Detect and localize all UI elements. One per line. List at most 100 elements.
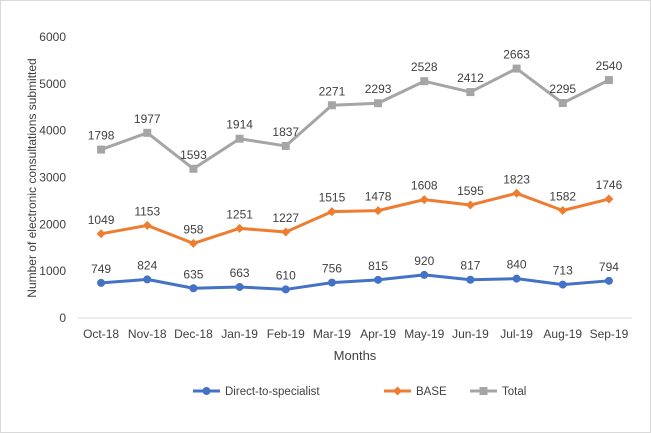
direct-to-specialist-data-label: 749 [91,262,111,276]
direct-to-specialist-point [558,280,567,289]
y-tick-label: 6000 [39,30,66,44]
x-axis-title: Months [334,348,377,363]
base-data-label: 1595 [457,184,484,198]
base-point [604,194,614,204]
base-data-label: 1823 [503,172,530,186]
legend-item-total: Total [470,386,526,398]
base-point [327,207,337,217]
base-data-label: 1582 [549,190,576,204]
direct-to-specialist-data-label: 663 [230,266,250,280]
legend-item-base: BASE [384,386,447,398]
base-point [373,206,383,216]
x-tick-label: Jul-19 [500,327,533,341]
total-point [327,101,336,110]
total-point [374,99,383,108]
base-point [419,195,429,205]
base-data-label: 1227 [272,211,299,225]
legend-swatch-marker [202,387,211,395]
x-tick-label: May-19 [404,327,444,341]
legend-swatch-marker [479,387,488,395]
y-tick-label: 2000 [39,217,66,231]
y-tick-label: 1000 [39,264,66,278]
direct-to-specialist-point [189,284,198,293]
total-point [143,128,152,137]
total-point [189,164,198,173]
direct-to-specialist-point [512,274,521,283]
total-point [604,76,613,85]
legend: Direct-to-specialist BASE Total [193,386,526,398]
total-point [512,64,521,73]
total-data-label: 2293 [365,82,392,96]
series-direct-to-specialist [97,270,613,294]
legend-label: BASE [416,386,447,398]
total-data-label: 2295 [549,82,576,96]
y-tick-label: 3000 [39,171,66,185]
direct-to-specialist-data-label: 794 [599,260,619,274]
y-tick-label: 0 [59,311,66,325]
base-point [142,220,152,230]
total-point [420,77,429,86]
direct-to-specialist-data-label: 817 [460,259,480,273]
x-tick-label: Oct-18 [83,327,119,341]
series-lines [96,64,614,294]
total-point [558,99,567,108]
total-data-label: 1593 [180,148,207,162]
x-tick-label: Jun-19 [452,327,489,341]
direct-to-specialist-line [99,273,611,291]
direct-to-specialist-data-label: 610 [276,268,296,282]
direct-to-specialist-data-label: 824 [137,258,157,272]
axes: 0 1000 2000 3000 4000 5000 6000 Oct-18 Nov-18 Dec… [39,30,632,341]
total-point [97,145,106,154]
total-data-label: 1798 [88,129,115,143]
x-tick-label: Mar-19 [313,327,351,341]
direct-to-specialist-data-label: 635 [183,267,203,281]
base-data-label: 1049 [88,213,115,227]
direct-to-specialist-point [143,275,152,284]
x-tick-label: Aug-19 [543,327,582,341]
direct-to-specialist-data-label: 920 [414,254,434,268]
direct-to-specialist-point [235,282,244,291]
total-point [235,134,244,143]
total-data-label: 1977 [134,112,161,126]
legend-swatch-marker [393,386,402,396]
base-data-label: 1515 [319,191,346,205]
total-data-label: 2663 [503,48,530,62]
legend-label: Total [502,386,526,398]
base-data-label: 1608 [411,179,438,193]
direct-to-specialist-point [281,285,290,294]
base-point [558,206,568,216]
x-tick-label: Feb-19 [267,327,305,341]
y-axis-title: Number of electronic consultations submi… [25,58,39,297]
total-data-label: 1914 [226,118,253,132]
x-tick-label: Nov-18 [128,327,167,341]
data-labels: 749 824 635 663 610 756 815 920 817 840 713 794 1049… [88,48,623,283]
total-data-label: 2412 [457,71,484,85]
total-line [99,67,611,171]
x-tick-label: Sep-19 [590,327,629,341]
direct-to-specialist-point [327,278,336,287]
y-tick-label: 4000 [39,124,66,138]
base-point [281,227,291,237]
total-data-label: 2271 [319,84,346,98]
total-data-label: 1837 [272,125,299,139]
base-data-label: 1746 [596,178,623,192]
direct-to-specialist-point [420,270,429,279]
series-total [97,64,613,173]
base-point [465,200,475,210]
direct-to-specialist-point [97,278,106,287]
series-base [96,188,614,248]
x-tick-label: Apr-19 [360,327,396,341]
direct-to-specialist-data-label: 756 [322,262,342,276]
direct-to-specialist-point [604,276,613,285]
legend-item-direct-to-specialist: Direct-to-specialist [193,386,320,398]
base-data-label: 1251 [226,207,253,221]
base-point [235,223,245,233]
base-data-label: 1478 [365,190,392,204]
base-data-label: 958 [183,222,203,236]
x-tick-label: Dec-18 [174,327,213,341]
base-line [99,191,611,245]
base-point [188,238,198,248]
total-point [466,88,475,97]
direct-to-specialist-point [466,275,475,284]
